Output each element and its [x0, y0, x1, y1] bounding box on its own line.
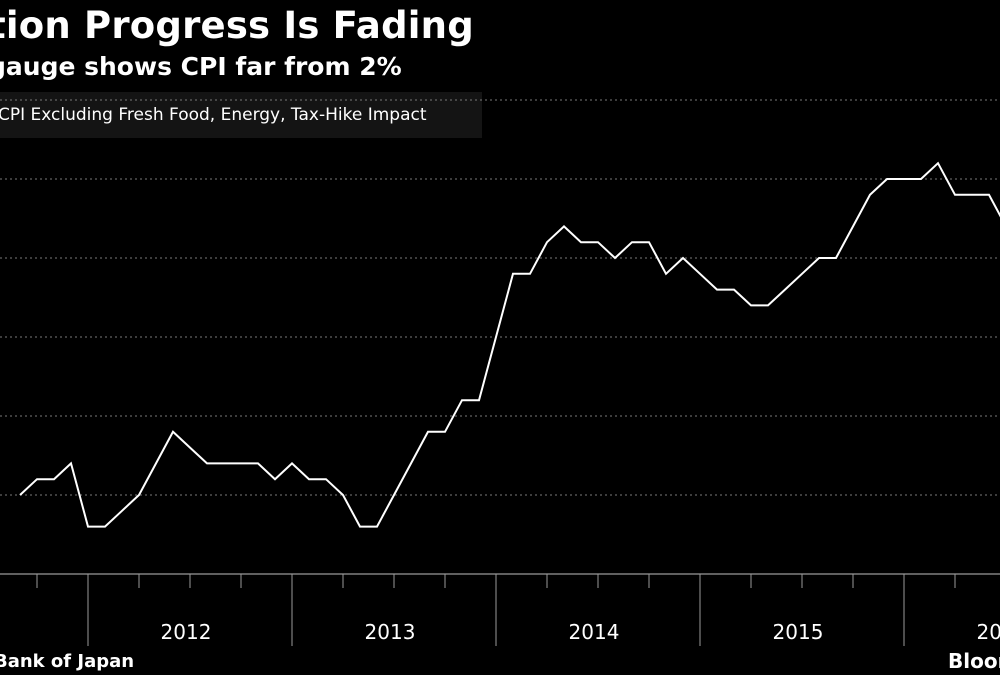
x-tick-label: 2015	[773, 620, 824, 644]
series-line	[19, 161, 1000, 528]
x-tick-label: 2012	[161, 620, 212, 644]
chart-subtitle: gauge shows CPI far from 2%	[0, 52, 402, 81]
brand-logo: Bloor	[948, 649, 1000, 673]
source-note: Bank of Japan	[0, 651, 135, 672]
x-tick-label: 2016	[977, 620, 1000, 644]
x-tick-label: 2014	[569, 620, 620, 644]
chart-title: tion Progress Is Fading	[0, 4, 474, 47]
gridlines	[0, 99, 1000, 496]
x-axis: 1120122013201420152016	[0, 573, 1000, 646]
series-layer	[19, 161, 1000, 528]
legend-label: CPI Excluding Fresh Food, Energy, Tax-Hi…	[0, 105, 427, 125]
x-tick-label: 2013	[365, 620, 416, 644]
